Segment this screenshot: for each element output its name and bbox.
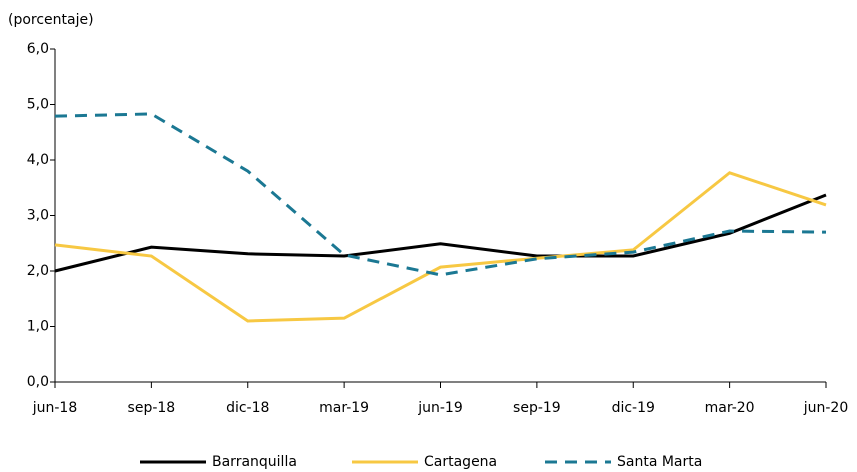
x-tick-label: mar-19 [319, 400, 369, 416]
x-tick-label: sep-19 [513, 400, 561, 416]
y-tick-label: 4,0 [27, 152, 49, 168]
y-tick-label: 1,0 [27, 319, 49, 335]
x-tick-label: jun-20 [803, 400, 849, 416]
y-tick-label: 5,0 [27, 97, 49, 113]
y-tick-label: 2,0 [27, 263, 49, 279]
series-line [54, 171, 827, 323]
y-tick-label: 6,0 [27, 41, 49, 57]
x-tick-label: mar-20 [705, 400, 755, 416]
x-tick-label: sep-18 [128, 400, 176, 416]
x-tick-label: jun-18 [32, 400, 78, 416]
x-tick-label: dic-19 [612, 400, 655, 416]
legend-label: Barranquilla [212, 454, 297, 470]
series-line [54, 193, 827, 273]
series-line [54, 112, 827, 277]
y-axis-label: (porcentaje) [8, 12, 94, 28]
y-tick-label: 3,0 [27, 208, 49, 224]
x-tick-label: dic-18 [226, 400, 269, 416]
legend-label: Cartagena [424, 454, 497, 470]
legend-label: Santa Marta [617, 454, 702, 470]
y-tick-label: 0,0 [27, 374, 49, 390]
x-tick-label: jun-19 [417, 400, 463, 416]
